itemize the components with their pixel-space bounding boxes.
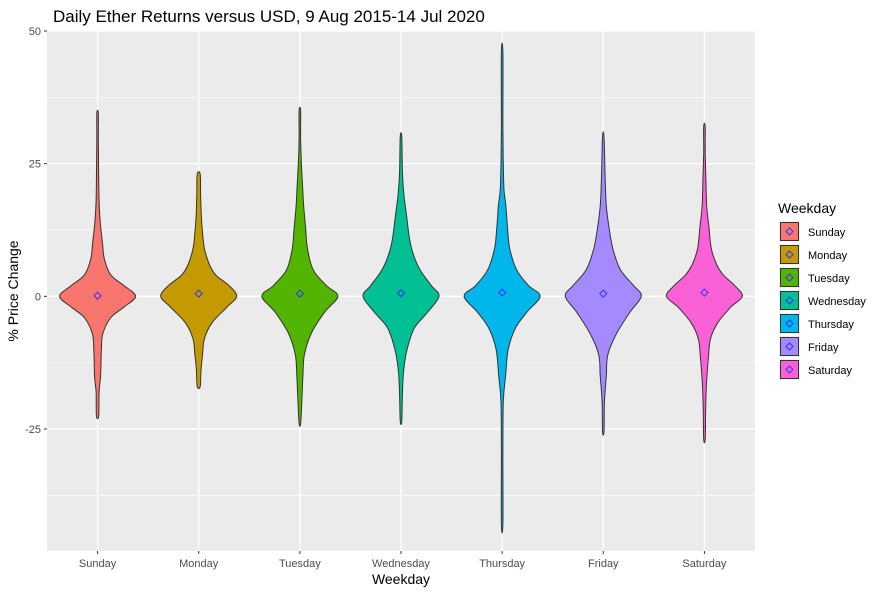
violin-friday <box>564 131 642 436</box>
legend-key-monday <box>780 245 799 264</box>
legend-label: Thursday <box>808 319 854 331</box>
legend-marker <box>785 342 794 351</box>
violins <box>59 42 743 534</box>
legend-marker <box>785 319 794 328</box>
legend-title: Weekday <box>778 200 836 216</box>
y-tick-label: -25 <box>25 424 41 436</box>
x-tick-label: Wednesday <box>372 558 430 570</box>
legend-key-saturday <box>780 360 799 379</box>
legend-label: Wednesday <box>808 296 866 308</box>
x-axis: Sunday Monday Tuesday Wednesday Thursday Frid… <box>79 551 727 570</box>
violin-sunday <box>59 109 137 420</box>
legend-label: Sunday <box>808 227 846 239</box>
mean-marker-wednesday <box>396 288 406 298</box>
x-tick-label: Thursday <box>479 558 525 570</box>
legend-marker <box>785 250 794 259</box>
y-axis-title: % Price Change <box>5 240 21 341</box>
legend-label: Saturday <box>808 365 853 377</box>
violin-monday <box>160 171 238 390</box>
legend-key-sunday <box>780 222 799 241</box>
x-tick-label: Tuesday <box>279 558 321 570</box>
legend: Weekday Sunday Monday Tuesday Wednesday Thur… <box>778 200 866 380</box>
legend-marker <box>785 365 794 374</box>
legend-key-friday <box>780 337 799 356</box>
mean-marker-friday <box>599 289 608 298</box>
mean-marker-tuesday <box>295 289 305 298</box>
y-tick-label: 50 <box>29 26 41 38</box>
violin-saturday <box>665 122 743 444</box>
x-tick-label: Sunday <box>79 558 117 570</box>
y-tick-label: 25 <box>29 159 41 171</box>
mean-marker-sunday <box>93 291 102 300</box>
legend-marker <box>785 273 794 282</box>
violin-tuesday <box>261 106 339 427</box>
legend-marker <box>785 296 794 305</box>
chart-title: Daily Ether Returns versus USD, 9 Aug 20… <box>53 7 485 26</box>
legend-label: Monday <box>808 250 848 262</box>
y-axis: -25 0 25 50 <box>25 26 47 436</box>
x-tick-label: Monday <box>179 558 219 570</box>
x-axis-title: Weekday <box>372 571 430 587</box>
legend-marker <box>785 227 794 236</box>
legend-key-thursday <box>780 314 799 333</box>
x-tick-label: Friday <box>588 558 619 570</box>
legend-label: Friday <box>808 342 839 354</box>
legend-key-tuesday <box>780 268 799 287</box>
violin-thursday <box>463 42 541 534</box>
mean-marker-thursday <box>497 288 507 297</box>
legend-key-wednesday <box>780 291 799 310</box>
y-tick-label: 0 <box>35 291 41 303</box>
legend-label: Tuesday <box>808 273 850 285</box>
mean-marker-saturday <box>700 288 709 297</box>
x-tick-label: Saturday <box>682 558 727 570</box>
mean-marker-monday <box>194 289 203 298</box>
violin-wednesday <box>362 131 440 426</box>
